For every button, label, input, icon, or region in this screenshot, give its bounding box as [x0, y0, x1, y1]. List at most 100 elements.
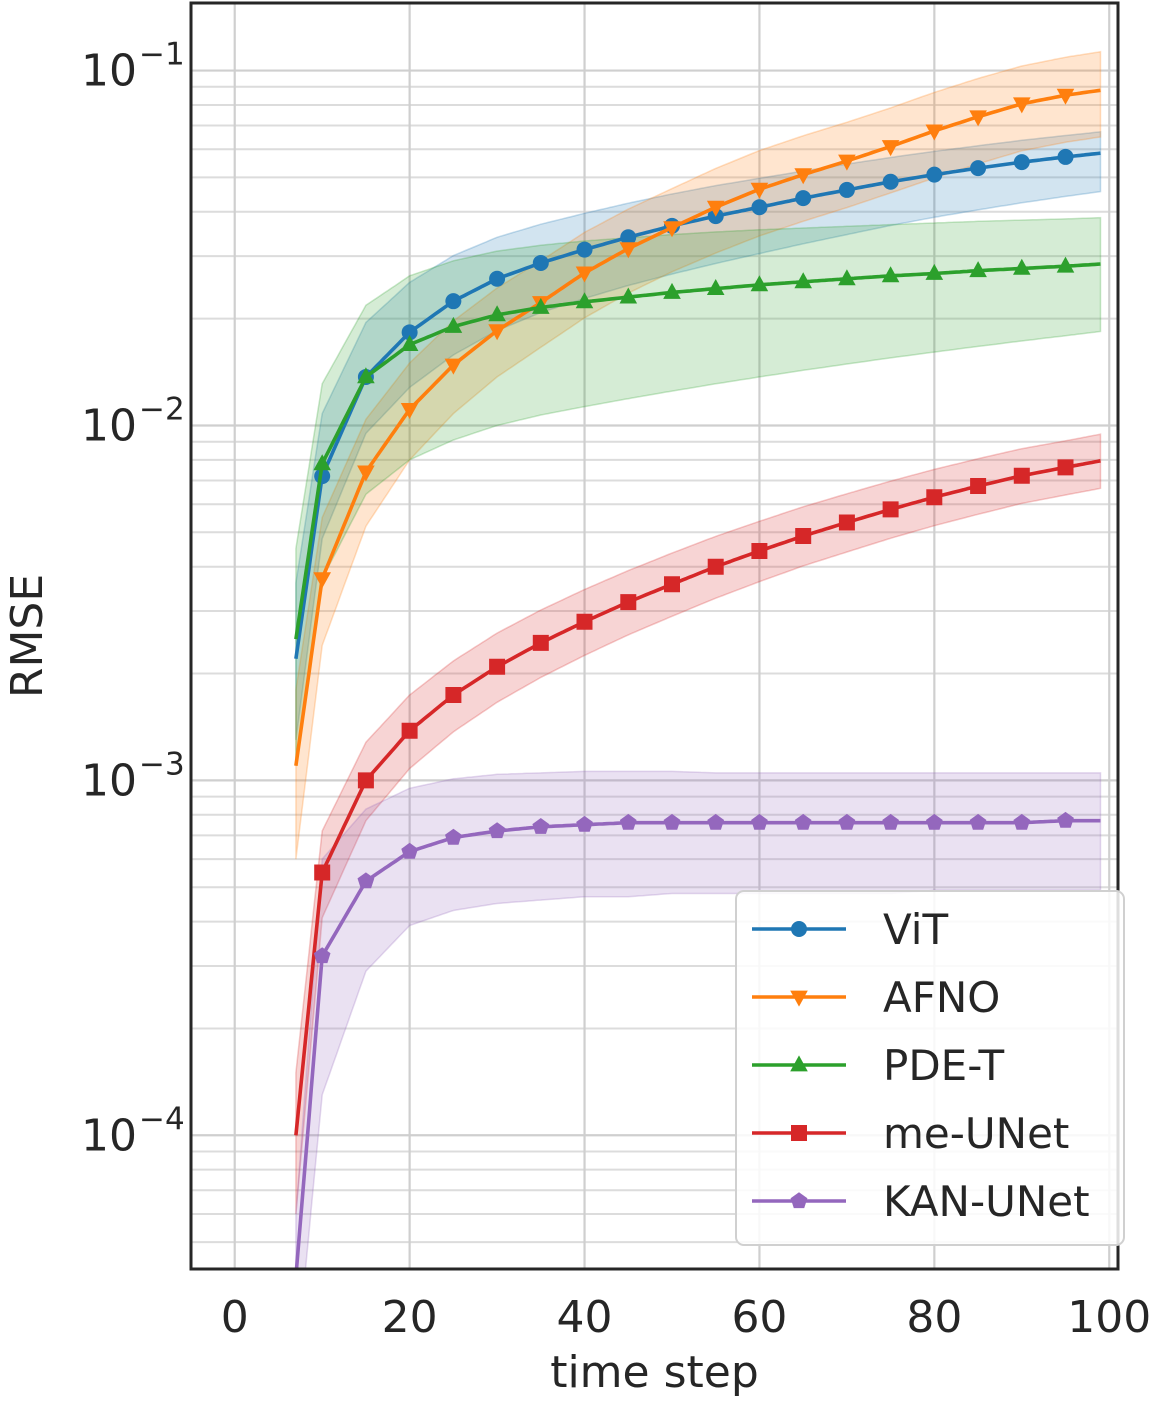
afno-point	[969, 110, 987, 127]
me-unet-point	[489, 658, 506, 675]
x-axis-title: time step	[550, 1347, 759, 1398]
me-unet-point	[707, 558, 724, 575]
me-unet-point	[445, 687, 462, 703]
kan-unet-point	[1057, 811, 1074, 828]
afno-point	[357, 465, 375, 482]
kan-unet-point	[751, 813, 768, 830]
pde-t-point	[1013, 258, 1031, 275]
kan-unet-point	[926, 813, 943, 830]
pde-t-point	[444, 316, 463, 333]
pde-t-point	[1056, 256, 1075, 273]
kan-unet-point	[401, 842, 418, 859]
kan-unet-markers	[313, 811, 1074, 964]
kan-unet-point	[619, 813, 637, 830]
y-axis-title: RMSE	[2, 574, 53, 698]
afno-point	[925, 124, 944, 141]
afno-band	[295, 50, 1102, 860]
afno-point	[663, 221, 681, 238]
me-unet-point	[401, 722, 418, 739]
vit-point	[445, 293, 462, 310]
pde-t-point	[925, 263, 944, 280]
me-unet-point	[620, 594, 637, 611]
afno-point	[750, 182, 769, 199]
pde-t-point	[881, 266, 900, 283]
pde-t-point	[838, 269, 856, 286]
y-tick-label: 10	[81, 46, 137, 97]
afno-point	[706, 200, 725, 217]
vit-point	[532, 254, 549, 271]
vit-point	[751, 199, 768, 216]
legend-marker	[791, 1125, 807, 1141]
pde-t-band	[295, 216, 1102, 766]
me-unet-markers	[314, 459, 1074, 881]
pde-t-point	[619, 287, 638, 304]
legend-box	[735, 890, 1125, 1246]
x-tick-label: 60	[731, 1292, 787, 1343]
legend-marker	[790, 990, 808, 1007]
me-unet-point	[795, 528, 812, 544]
me-unet-point	[751, 543, 768, 559]
pde-t-point	[357, 367, 375, 384]
vit-point	[576, 241, 593, 258]
series-lines	[294, 88, 1101, 1269]
legend-item-afno: AFNO	[752, 973, 1000, 1022]
afno-point	[838, 154, 856, 171]
afno-point	[444, 358, 463, 375]
kan-unet-point	[838, 813, 856, 830]
legend-item-me-unet: me-UNet	[752, 1109, 1069, 1158]
y-tick-exponent: −1	[139, 37, 185, 73]
y-tick-label: 10	[81, 755, 137, 806]
me-unet-point	[576, 613, 593, 630]
vit-point	[489, 270, 506, 287]
me-unet-point	[532, 634, 549, 651]
pde-t-point	[794, 272, 812, 289]
legend: ViT AFNO PDE-T me-UNet KAN-UNet	[735, 890, 1125, 1246]
me-unet-point	[838, 514, 855, 531]
y-tick-exponent: −3	[139, 746, 185, 782]
kan-unet-point	[794, 813, 812, 830]
plot-frame	[189, 1, 1120, 1271]
legend-marker	[790, 1192, 808, 1209]
x-tick-label: 40	[557, 1292, 613, 1343]
vit-point	[970, 160, 987, 177]
legend-label: ViT	[883, 905, 948, 954]
legend-label: AFNO	[883, 973, 1000, 1022]
pde-t-point	[400, 335, 419, 351]
vit-point	[882, 173, 899, 190]
vit-point	[620, 229, 637, 246]
afno-point	[575, 266, 594, 283]
me-unet-band	[295, 433, 1102, 1215]
x-tick-labels: 0 20 40 60 80 100	[221, 1292, 1152, 1343]
afno-point	[400, 403, 419, 419]
afno-point	[313, 572, 331, 589]
pde-t-point	[313, 454, 331, 471]
me-unet-point	[1057, 459, 1074, 476]
y-tick-labels: 10−410−310−210−1	[81, 37, 185, 1162]
kan-unet-point	[357, 872, 375, 889]
y-tick-exponent: −2	[139, 391, 185, 427]
pde-t-point	[706, 279, 725, 295]
x-tick-label: 20	[382, 1292, 438, 1343]
pde-t-point	[969, 261, 987, 278]
vit-point	[838, 181, 855, 198]
me-unet-point	[664, 576, 680, 593]
me-unet-point	[882, 501, 899, 518]
legend-marker	[790, 1055, 808, 1072]
kan-unet-point	[445, 828, 462, 845]
vit-point	[926, 166, 943, 183]
afno-point	[794, 168, 812, 185]
afno-point	[488, 324, 506, 341]
legend-label: KAN-UNet	[883, 1177, 1090, 1226]
kan-unet-point	[707, 813, 725, 830]
afno-markers	[313, 88, 1075, 589]
kan-unet-point	[663, 813, 681, 830]
kan-unet-point	[1013, 813, 1031, 830]
pde-t-point	[663, 282, 681, 299]
me-unet-point	[1013, 467, 1030, 484]
kan-unet-point	[313, 947, 331, 964]
legend-item-kan-unet: KAN-UNet	[752, 1177, 1090, 1226]
legend-item-pde-t: PDE-T	[752, 1041, 1005, 1090]
me-unet-point	[926, 489, 943, 506]
